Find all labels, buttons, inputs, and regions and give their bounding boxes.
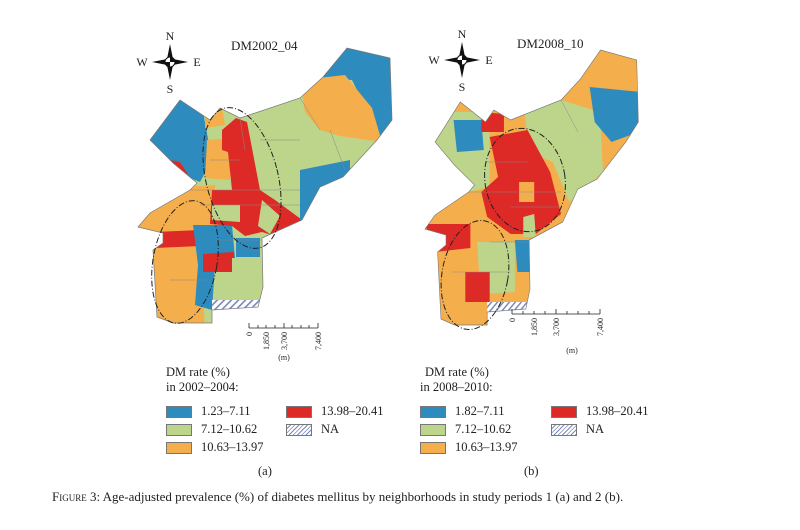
legend-item: NA	[286, 422, 339, 437]
caption-prefix: Figure 3:	[52, 489, 101, 504]
figure-caption: Figure 3: Age-adjusted prevalence (%) of…	[52, 489, 623, 505]
cluster-ellipse	[440, 220, 510, 330]
region-class4	[465, 272, 490, 302]
scale-tick-label: 7,400	[314, 332, 323, 350]
map-a	[137, 47, 393, 324]
compass-e: E	[485, 53, 492, 67]
legend-item: 7.12–10.62	[166, 422, 257, 437]
region-class4	[481, 112, 504, 132]
region-class2	[258, 200, 280, 234]
scale-tick-label: 3,700	[280, 332, 289, 350]
region-class1	[589, 87, 639, 142]
legend-swatch	[286, 423, 312, 436]
region-class2	[523, 214, 536, 237]
legend-swatch	[420, 405, 446, 418]
legend-title: DM rate (%)	[425, 365, 489, 379]
map-b	[424, 49, 639, 326]
caption-text: Age-adjusted prevalence (%) of diabetes …	[100, 489, 624, 504]
compass-n: N	[458, 27, 467, 41]
legend-item: 13.98–20.41	[551, 404, 649, 419]
legend-item: 1.82–7.11	[420, 404, 505, 419]
legend-swatch	[166, 405, 192, 418]
legend-swatch	[420, 441, 446, 454]
scale-tick-label: 7,400	[596, 318, 605, 336]
scale-unit: (m)	[278, 353, 290, 362]
region-class1	[300, 160, 350, 232]
compass-s: S	[459, 80, 466, 94]
cluster-ellipse	[202, 107, 282, 249]
scale-unit: (m)	[566, 346, 578, 355]
legend-item: NA	[551, 422, 604, 437]
compass-w: W	[136, 55, 148, 69]
scale-tick-label: 1,850	[262, 332, 271, 350]
compass-e: E	[193, 55, 200, 69]
legend-swatch	[166, 441, 192, 454]
map-title-b: DM2008_10	[517, 36, 584, 51]
region-class4	[203, 252, 234, 272]
region-class4	[155, 230, 200, 248]
legend-swatch	[420, 423, 446, 436]
scale-bar	[511, 309, 601, 315]
region-class2	[523, 100, 604, 202]
region-class3	[300, 75, 382, 142]
legend-title: DM rate (%)	[166, 365, 230, 379]
compass-rose-icon	[444, 42, 480, 78]
legend-item: 7.12–10.62	[420, 422, 511, 437]
cluster-ellipse	[151, 200, 219, 324]
cluster-ellipse	[484, 127, 566, 233]
legend-title: in 2002–2004:	[166, 380, 239, 394]
panel-label-a: (a)	[258, 464, 272, 478]
region-class1	[453, 120, 484, 152]
compass-w: W	[428, 53, 440, 67]
compass-s: S	[167, 82, 174, 96]
legend-swatch	[166, 423, 192, 436]
legend-swatch	[286, 405, 312, 418]
legend-item: 1.23–7.11	[166, 404, 251, 419]
legend-title: in 2008–2010:	[420, 380, 493, 394]
legend-item: 10.63–13.97	[166, 440, 264, 455]
compass-rose-icon	[152, 44, 188, 80]
legend-swatch	[551, 405, 577, 418]
map-title-a: DM2002_04	[231, 38, 298, 53]
compass-n: N	[166, 29, 175, 43]
legend-swatch	[551, 423, 577, 436]
scale-tick-label: 3,700	[552, 318, 561, 336]
region-class1	[514, 240, 546, 272]
region-na	[212, 300, 262, 323]
scale-bar	[248, 323, 319, 329]
scale-tick-label: 0	[245, 332, 254, 336]
scale-tick-label: 1,850	[530, 318, 539, 336]
region-class2	[232, 258, 268, 310]
region-class1	[138, 96, 212, 182]
scale-tick-label: 0	[508, 318, 517, 322]
legend-item: 13.98–20.41	[286, 404, 384, 419]
panel-label-b: (b)	[524, 464, 539, 478]
legend-item: 10.63–13.97	[420, 440, 518, 455]
region-class1	[236, 238, 260, 257]
